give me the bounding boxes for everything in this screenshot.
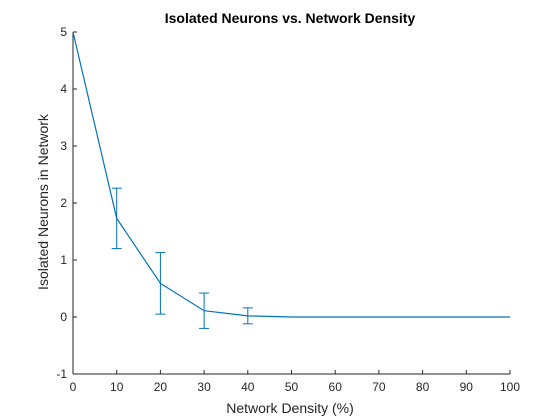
x-tick-label: 50 (285, 380, 299, 394)
y-tick-label: 5 (60, 25, 67, 39)
x-tick-label: 90 (460, 380, 474, 394)
y-tick-label: 4 (60, 82, 67, 96)
x-axis-label: Network Density (%) (226, 400, 354, 416)
x-tick-label: 100 (500, 380, 520, 394)
x-tick-label: 70 (372, 380, 386, 394)
x-tick-label: 20 (154, 380, 168, 394)
x-tick-label: 10 (110, 380, 124, 394)
y-axis-label: Isolated Neurons in Network (35, 113, 51, 290)
x-tick-label: 60 (329, 380, 343, 394)
error-bar (199, 292, 210, 329)
y-tick-label: 2 (60, 196, 67, 210)
y-tick-label: 3 (60, 139, 67, 153)
y-tick-label: -1 (56, 367, 67, 381)
x-tick-label: 40 (241, 380, 255, 394)
error-bar (111, 187, 122, 250)
plot-area (72, 31, 510, 329)
x-tick-label: 0 (70, 380, 77, 394)
error-bar (155, 252, 166, 315)
x-tick-label: 80 (416, 380, 430, 394)
y-tick-label: 0 (60, 310, 67, 324)
error-bar (242, 307, 253, 325)
chart-title: Isolated Neurons vs. Network Density (165, 10, 416, 26)
x-tick-label: 30 (197, 380, 211, 394)
y-tick-label: 1 (60, 253, 67, 267)
axes (72, 32, 510, 375)
series-line (72, 31, 510, 318)
